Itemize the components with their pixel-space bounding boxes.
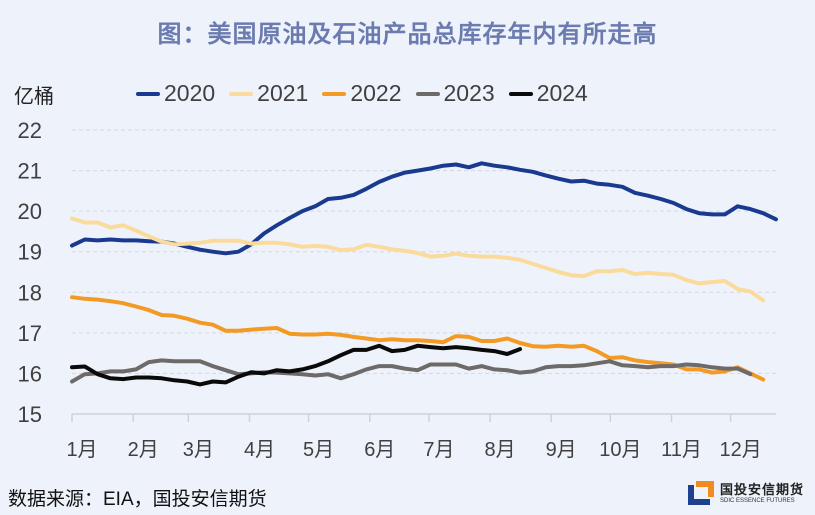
logo-english-name: SDIC ESSENCE FUTURES: [720, 497, 795, 504]
x-tick-label: 1月: [66, 439, 97, 461]
legend-item-2020: 2020: [136, 80, 215, 107]
x-tick-label: 6月: [364, 439, 395, 461]
x-tick-label: 11月: [661, 439, 702, 461]
legend-item-2024: 2024: [508, 80, 588, 107]
x-tick-label: 4月: [244, 439, 275, 461]
x-tick-label: 9月: [546, 439, 577, 461]
x-tick-label: 5月: [303, 439, 334, 461]
y-axis-unit-label: 亿桶: [14, 86, 54, 108]
series-line-2024: [70, 343, 522, 387]
chart-legend: 2020 2021 2022 2023 2024: [136, 80, 588, 107]
x-tick-label: 10月: [599, 439, 641, 461]
series-line-2023: [70, 358, 753, 384]
legend-swatch: [229, 91, 254, 96]
company-logo: 国投安信期货 SDIC ESSENCE FUTURES: [688, 481, 804, 505]
y-tick-label: 17: [18, 321, 42, 346]
y-tick-label: 19: [18, 240, 42, 265]
series-line-2022: [70, 295, 766, 382]
series-line-2021: [70, 216, 766, 303]
x-tick-label: 2月: [128, 439, 159, 461]
legend-item-2022: 2022: [322, 80, 402, 107]
legend-swatch: [136, 91, 160, 96]
y-tick-label: 20: [18, 199, 42, 224]
x-tick-label: 3月: [183, 439, 214, 461]
y-tick-label: 21: [18, 159, 42, 184]
legend-swatch: [415, 91, 440, 96]
y-tick-label: 16: [18, 361, 42, 386]
legend-label: 2020: [164, 80, 216, 106]
x-tick-label: 8月: [485, 439, 516, 461]
data-source-note: 数据来源：EIA，国投安信期货: [8, 489, 267, 510]
y-tick-label: 18: [18, 280, 42, 305]
logo-chinese-name: 国投安信期货: [720, 481, 805, 497]
logo-mark-icon: [688, 481, 714, 505]
y-tick-label: 15: [18, 402, 42, 427]
legend-label: 2022: [350, 80, 402, 106]
legend-label: 2021: [257, 80, 309, 106]
legend-item-2021: 2021: [229, 80, 308, 107]
x-tick-label: 12月: [719, 439, 761, 461]
y-tick-label: 22: [18, 118, 42, 143]
legend-label: 2023: [443, 80, 495, 106]
series-line-2020: [70, 161, 778, 256]
legend-label: 2024: [536, 80, 588, 106]
x-tick-label: 7月: [423, 439, 454, 461]
legend-swatch: [508, 91, 533, 96]
chart-title: 图：美国原油及石油产品总库存年内有所走高: [157, 21, 658, 48]
legend-item-2023: 2023: [415, 80, 495, 107]
legend-swatch: [322, 91, 347, 96]
